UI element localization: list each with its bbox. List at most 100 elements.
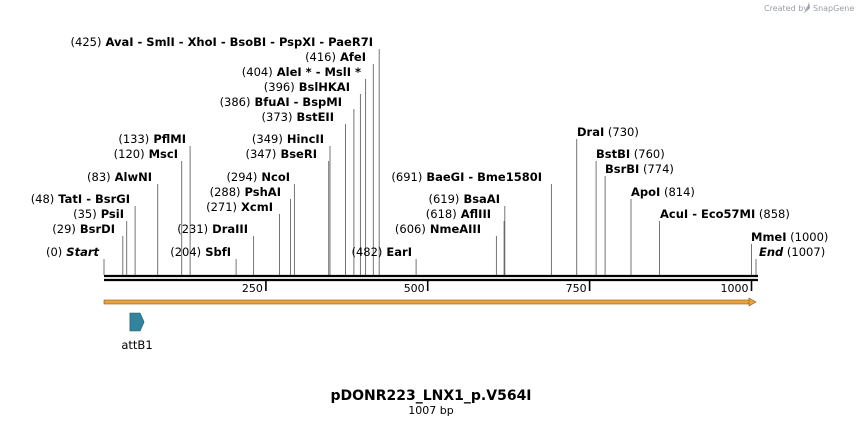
cut-site-label-ncoi[interactable]: (294) NcoI — [226, 170, 290, 184]
cut-site-label-drai[interactable]: DraI (730) — [577, 125, 639, 139]
cut-site-label-end[interactable]: End (1007) — [759, 245, 825, 259]
cut-site-eari-part-1: EarI — [382, 245, 412, 259]
cut-site-pflmi-part-0: (133) — [118, 132, 149, 146]
cut-site-label-bsrdi[interactable]: (29) BsrDI — [52, 222, 115, 236]
cut-site-sbfi-part-1: SbfI — [201, 245, 231, 259]
cut-site-afliii-part-1: AflIII — [457, 207, 491, 221]
cut-site-bsrbi-part-0: BsrBI — [605, 162, 639, 176]
cut-site-label-xcmi[interactable]: (271) XcmI — [206, 200, 273, 214]
cut-site-label-baegi[interactable]: (691) BaeGI - Bme1580I — [391, 170, 542, 184]
cut-site-bstbi-part-0: BstBI — [596, 147, 630, 161]
cut-site-afliii-part-0: (618) — [426, 207, 457, 221]
cut-site-bslhkai-part-0: (396) — [264, 80, 295, 94]
cut-site-label-alei[interactable]: (404) AleI * - MslI * — [242, 65, 361, 79]
cut-site-nmeaiii-part-1: NmeAIII — [426, 222, 481, 236]
cut-site-alei-part-2: - — [312, 65, 321, 79]
cut-site-avai-part-6: - — [217, 35, 226, 49]
cut-site-psii-part-1: PsiI — [97, 207, 124, 221]
cut-site-start-part-0: (0) — [46, 245, 62, 259]
cut-site-afei-part-1: AfeI — [336, 50, 366, 64]
cut-site-acui-part-0: AcuI — [660, 207, 688, 221]
orf-bar[interactable] — [103, 299, 751, 305]
cut-site-bsrbi-part-1: (774) — [639, 162, 674, 176]
cut-site-end-part-0: End — [759, 245, 784, 259]
snapgene-credit[interactable]: Created by SnapGene — [764, 2, 854, 13]
cut-site-label-hincii[interactable]: (349) HincII — [252, 132, 324, 146]
cut-site-psii-part-0: (35) — [73, 207, 97, 221]
cut-site-bseri-part-0: (347) — [246, 147, 277, 161]
cut-site-drai-part-0: DraI — [577, 125, 604, 139]
cut-site-label-msci[interactable]: (120) MscI — [114, 147, 178, 161]
cut-site-sbfi-part-0: (204) — [170, 245, 201, 259]
cut-site-label-bsteii[interactable]: (373) BstEII — [262, 110, 334, 124]
cut-site-hincii-part-1: HincII — [283, 132, 324, 146]
cut-site-bsaai-part-1: BsaAI — [459, 192, 500, 206]
plasmid-name: pDONR223_LNX1_p.V564I — [330, 388, 531, 404]
cut-site-label-bslhkai[interactable]: (396) BslHKAI — [264, 80, 350, 94]
cut-site-msci-part-1: MscI — [145, 147, 178, 161]
cut-site-baegi-part-2: - — [464, 170, 473, 184]
feature-attb1[interactable]: attB1 — [121, 312, 153, 352]
cut-site-label-bstbi[interactable]: BstBI (760) — [596, 147, 665, 161]
cut-site-bsaai-part-0: (619) — [429, 192, 460, 206]
orf-arrowhead[interactable] — [748, 297, 757, 307]
cut-site-avai-part-4: - — [175, 35, 184, 49]
cut-site-label-avai[interactable]: (425) AvaI - SmlI - XhoI - BsoBI - PspXI… — [71, 35, 373, 49]
cut-site-label-afliii[interactable]: (618) AflIII — [426, 207, 491, 221]
cut-site-bsrdi-part-0: (29) — [52, 222, 76, 236]
cut-site-bslhkai-part-1: BslHKAI — [295, 80, 350, 94]
cut-site-label-bsaai[interactable]: (619) BsaAI — [429, 192, 501, 206]
cut-site-label-draiii[interactable]: (231) DraIII — [177, 222, 248, 236]
cut-site-tati-part-1: TatI — [54, 192, 82, 206]
cut-site-label-pshai[interactable]: (288) PshAI — [210, 185, 281, 199]
cut-site-label-eari[interactable]: (482) EarI — [351, 245, 412, 259]
attb1-arrow[interactable] — [129, 312, 145, 332]
cut-site-alei-part-1: AleI * — [273, 65, 312, 79]
cut-site-label-psii[interactable]: (35) PsiI — [73, 207, 124, 221]
scale-ruler: 250 500 750 1000 — [242, 281, 753, 295]
cut-site-msci-part-0: (120) — [114, 147, 145, 161]
cut-site-label-afei[interactable]: (416) AfeI — [305, 50, 366, 64]
cut-site-label-sbfi[interactable]: (204) SbfI — [170, 245, 231, 259]
cut-site-avai-part-0: (425) — [71, 35, 102, 49]
cut-site-avai-part-1: AvaI — [101, 35, 133, 49]
cut-site-tati-part-3: BsrGI — [91, 192, 130, 206]
cut-site-end-part-1: (1007) — [783, 245, 825, 259]
cut-site-xcmi-part-1: XcmI — [237, 200, 273, 214]
cut-site-label-nmeaiii[interactable]: (606) NmeAIII — [395, 222, 481, 236]
cut-site-baegi-part-3: Bme1580I — [473, 170, 542, 184]
cut-site-label-acui[interactable]: AcuI - Eco57MI (858) — [660, 207, 790, 221]
cut-site-xcmi-part-0: (271) — [206, 200, 237, 214]
cut-site-label-bseri[interactable]: (347) BseRI — [246, 147, 318, 161]
cut-site-tati-part-2: - — [82, 192, 91, 206]
cut-site-label-alwni[interactable]: (83) AlwNI — [87, 170, 152, 184]
cut-site-bsrdi-part-1: BsrDI — [76, 222, 115, 236]
cut-site-bsteii-part-0: (373) — [262, 110, 293, 124]
cut-site-alwni-part-0: (83) — [87, 170, 111, 184]
cut-site-label-mmei[interactable]: MmeI (1000) — [751, 230, 828, 244]
cut-site-draiii-part-1: DraIII — [208, 222, 248, 236]
cut-site-acui-part-3: (858) — [755, 207, 790, 221]
cut-site-label-bfuai[interactable]: (386) BfuAI - BspMI — [220, 95, 342, 109]
plasmid-length: 1007 bp — [408, 404, 453, 417]
cut-site-start-part-1: Start — [62, 245, 99, 259]
attb1-label: attB1 — [121, 338, 152, 352]
orf-arrow[interactable] — [103, 297, 757, 307]
cut-site-label-start[interactable]: (0) Start — [46, 245, 100, 259]
credit-brand: SnapGene — [813, 4, 854, 13]
cut-site-label-pflmi[interactable]: (133) PflMI — [118, 132, 186, 146]
scale-tick-label-500: 500 — [404, 282, 425, 295]
cut-site-alei-part-3: MslI * — [320, 65, 361, 79]
cut-site-label-bsrbi[interactable]: BsrBI (774) — [605, 162, 674, 176]
cut-site-bfuai-part-3: BspMI — [298, 95, 342, 109]
cut-site-bsteii-part-1: BstEII — [292, 110, 334, 124]
cut-site-bfuai-part-0: (386) — [220, 95, 251, 109]
cut-site-label-apoi[interactable]: ApoI (814) — [631, 185, 695, 199]
cut-site-label-tati[interactable]: (48) TatI - BsrGI — [31, 192, 130, 206]
cut-site-draiii-part-0: (231) — [177, 222, 208, 236]
cut-site-bseri-part-1: BseRI — [276, 147, 317, 161]
cut-site-pflmi-part-1: PflMI — [149, 132, 186, 146]
cut-site-acui-part-2: Eco57MI — [697, 207, 755, 221]
cut-site-tati-part-0: (48) — [31, 192, 55, 206]
